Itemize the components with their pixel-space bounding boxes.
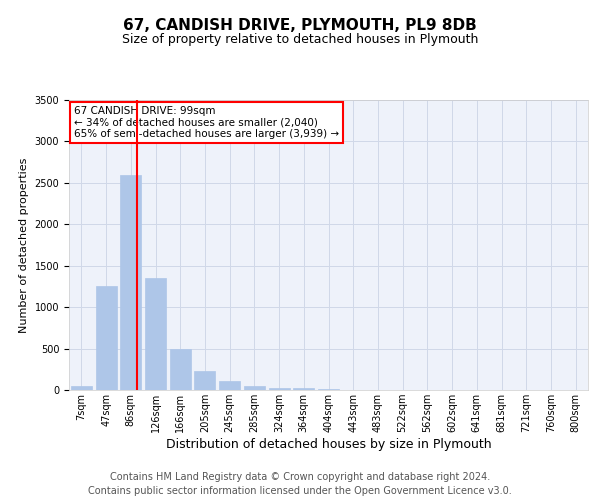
Bar <box>244 386 265 390</box>
Bar <box>318 389 339 390</box>
Bar <box>145 278 166 390</box>
Y-axis label: Number of detached properties: Number of detached properties <box>19 158 29 332</box>
Bar <box>293 388 314 390</box>
Bar <box>219 381 240 390</box>
Bar <box>120 174 141 390</box>
Bar <box>269 388 290 390</box>
Bar <box>71 386 92 390</box>
Text: 67 CANDISH DRIVE: 99sqm
← 34% of detached houses are smaller (2,040)
65% of semi: 67 CANDISH DRIVE: 99sqm ← 34% of detache… <box>74 106 340 139</box>
X-axis label: Distribution of detached houses by size in Plymouth: Distribution of detached houses by size … <box>166 438 491 451</box>
Bar <box>194 372 215 390</box>
Bar <box>170 348 191 390</box>
Text: Size of property relative to detached houses in Plymouth: Size of property relative to detached ho… <box>122 32 478 46</box>
Text: Contains HM Land Registry data © Crown copyright and database right 2024.: Contains HM Land Registry data © Crown c… <box>110 472 490 482</box>
Bar <box>95 286 116 390</box>
Text: Contains public sector information licensed under the Open Government Licence v3: Contains public sector information licen… <box>88 486 512 496</box>
Text: 67, CANDISH DRIVE, PLYMOUTH, PL9 8DB: 67, CANDISH DRIVE, PLYMOUTH, PL9 8DB <box>123 18 477 32</box>
